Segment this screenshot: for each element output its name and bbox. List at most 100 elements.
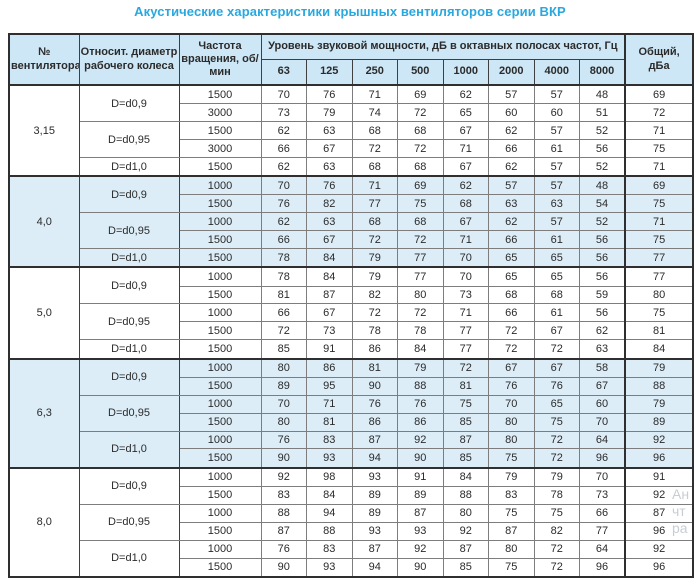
- spl-value-cell: 66: [260, 230, 307, 250]
- spl-value-cell: 56: [579, 266, 626, 287]
- spl-value-cell: 86: [306, 357, 353, 378]
- total-dba-cell: 77: [624, 248, 694, 268]
- total-dba-cell: 77: [624, 266, 694, 287]
- table-row: 3,15 D=d0,9 1500 70 76 71 69 62 57 57 48 69: [8, 83, 694, 177]
- total-dba-cell: 91: [624, 466, 694, 487]
- spl-value-cell: 57: [533, 212, 580, 232]
- rpm-cell: 1000: [178, 212, 262, 232]
- spl-value-cell: 72: [488, 321, 535, 341]
- spl-value-cell: 78: [260, 266, 307, 287]
- header-freq-250: 250: [351, 59, 398, 86]
- spl-value-cell: 72: [351, 230, 398, 250]
- rpm-cell: 1500: [178, 285, 262, 305]
- spl-value-cell: 67: [533, 357, 580, 378]
- spl-value-cell: 72: [533, 557, 580, 578]
- spl-value-cell: 83: [488, 485, 535, 505]
- fan-number-cell: 6,3: [8, 357, 80, 469]
- header-freq-8000: 8000: [579, 59, 626, 86]
- table-row: 8,0 D=d0,9 1000 92 98 93 91 84 79 79 70 91: [8, 466, 694, 578]
- spl-value-cell: 94: [306, 503, 353, 523]
- total-dba-cell: 75: [624, 303, 694, 323]
- spl-value-cell: 82: [306, 194, 353, 214]
- rpm-cell: 1500: [178, 248, 262, 268]
- spl-value-cell: 89: [260, 376, 307, 396]
- spl-value-cell: 86: [351, 412, 398, 432]
- spl-value-cell: 76: [306, 84, 353, 105]
- total-dba-cell: 92: [624, 430, 694, 450]
- total-dba-cell: 75: [624, 139, 694, 159]
- rpm-cell: 3000: [178, 103, 262, 123]
- spl-value-cell: 72: [351, 303, 398, 323]
- spl-value-cell: 72: [397, 230, 444, 250]
- spl-value-cell: 92: [397, 430, 444, 450]
- spl-value-cell: 77: [442, 339, 489, 360]
- spl-value-cell: 71: [351, 175, 398, 196]
- total-dba-cell: 87: [624, 503, 694, 523]
- diameter-cell: D=d1,0: [78, 157, 180, 177]
- spl-value-cell: 74: [351, 103, 398, 123]
- spl-value-cell: 87: [260, 521, 307, 541]
- spl-value-cell: 84: [397, 339, 444, 360]
- spl-value-cell: 76: [260, 430, 307, 450]
- spl-value-cell: 87: [442, 539, 489, 559]
- spl-value-cell: 81: [260, 285, 307, 305]
- spl-value-cell: 72: [351, 139, 398, 159]
- spl-value-cell: 60: [579, 394, 626, 414]
- fan-number-cell: 8,0: [8, 466, 80, 578]
- spl-value-cell: 75: [533, 503, 580, 523]
- spl-value-cell: 62: [442, 84, 489, 105]
- header-freq-125: 125: [306, 59, 353, 86]
- spl-value-cell: 62: [260, 157, 307, 177]
- spl-value-cell: 83: [260, 485, 307, 505]
- rpm-cell: 1500: [178, 376, 262, 396]
- table-row: 1500 87 88 93 93 92 87 82 77 96: [9, 521, 694, 541]
- spl-value-cell: 76: [397, 394, 444, 414]
- spl-value-cell: 67: [442, 212, 489, 232]
- spl-value-cell: 70: [442, 266, 489, 287]
- spl-value-cell: 78: [397, 321, 444, 341]
- spl-value-cell: 72: [397, 139, 444, 159]
- total-dba-cell: 92: [624, 485, 694, 505]
- page-title: Акустические характеристики крышных вент…: [134, 4, 566, 19]
- spl-value-cell: 62: [488, 157, 535, 177]
- spl-value-cell: 87: [488, 521, 535, 541]
- spl-value-cell: 70: [260, 175, 307, 196]
- table-row: 1500 80 81 86 86 85 80 75 70 89: [9, 412, 694, 432]
- spl-value-cell: 72: [442, 357, 489, 378]
- diameter-cell: D=d0,95: [78, 394, 180, 432]
- header-spl-group: Уровень звуковой мощности, дБ в октавных…: [260, 33, 626, 60]
- fan-number-cell: 5,0: [8, 266, 80, 360]
- spl-value-cell: 76: [488, 376, 535, 396]
- table-row: 1500 72 73 78 78 77 72 67 62 81: [9, 321, 694, 341]
- spl-value-cell: 80: [488, 430, 535, 450]
- spl-value-cell: 84: [306, 266, 353, 287]
- spl-value-cell: 62: [260, 121, 307, 141]
- table-row: 1500 66 67 72 72 71 66 61 56 75: [9, 230, 694, 250]
- spl-value-cell: 76: [260, 194, 307, 214]
- table-row: 3000 73 79 74 72 65 60 60 51 72: [9, 103, 694, 123]
- spl-value-cell: 66: [579, 503, 626, 523]
- rpm-cell: 1000: [178, 503, 262, 523]
- spl-value-cell: 71: [442, 303, 489, 323]
- spl-value-cell: 77: [397, 266, 444, 287]
- table-row: 3000 66 67 72 72 71 66 61 56 75: [9, 139, 694, 159]
- spl-value-cell: 68: [533, 285, 580, 305]
- spl-value-cell: 62: [579, 321, 626, 341]
- spl-value-cell: 61: [533, 303, 580, 323]
- rpm-cell: 1500: [178, 412, 262, 432]
- spl-value-cell: 80: [397, 285, 444, 305]
- spl-value-cell: 85: [442, 412, 489, 432]
- spl-value-cell: 72: [488, 339, 535, 360]
- spl-value-cell: 69: [397, 84, 444, 105]
- spl-value-cell: 66: [260, 303, 307, 323]
- spl-value-cell: 92: [260, 466, 307, 487]
- table-row: D=d1,0 1500 85 91 86 84 77 72 72 63 84: [9, 339, 694, 360]
- spl-value-cell: 64: [579, 539, 626, 559]
- spl-value-cell: 76: [351, 394, 398, 414]
- spl-value-cell: 68: [397, 212, 444, 232]
- spl-value-cell: 90: [260, 557, 307, 578]
- diameter-cell: D=d0,9: [78, 175, 180, 214]
- spl-value-cell: 68: [397, 157, 444, 177]
- total-dba-cell: 81: [624, 321, 694, 341]
- table-row: D=d0,95 1500 62 63 68 68 67 62 57 52 71: [9, 121, 694, 159]
